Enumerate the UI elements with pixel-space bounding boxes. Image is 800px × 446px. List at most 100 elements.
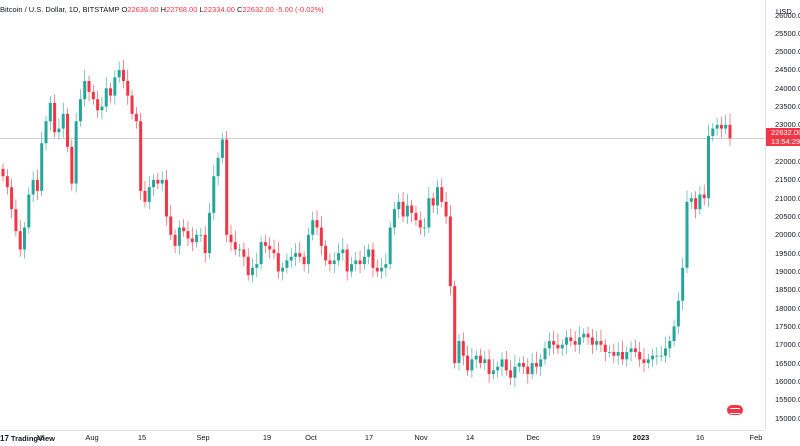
candle [651, 348, 655, 367]
candle [57, 118, 61, 140]
candle [113, 70, 117, 105]
candle [332, 252, 336, 274]
candle-body [66, 113, 70, 147]
candle [427, 186, 431, 233]
candle [337, 243, 341, 266]
candle [349, 257, 353, 277]
candle-body [242, 249, 246, 257]
close-value: 22632.00 [242, 5, 274, 14]
candle [522, 356, 526, 375]
candle [431, 192, 435, 213]
candle [272, 239, 276, 259]
candle [263, 235, 267, 254]
close-label: C [237, 5, 243, 14]
candle-body [448, 216, 452, 287]
price-axis-label: 20000.00 [775, 230, 800, 240]
candle-body [195, 234, 199, 243]
time-axis-label: Nov [414, 433, 428, 442]
candle-body [126, 80, 130, 96]
candle [139, 112, 143, 201]
candle-body [388, 227, 392, 265]
candle [48, 95, 52, 131]
candle [513, 355, 517, 387]
candle [285, 253, 289, 274]
candle-body [70, 146, 74, 184]
candle [418, 211, 422, 235]
price-axis-label: 15000.00 [775, 413, 800, 423]
candle-body [367, 249, 371, 257]
candle [728, 113, 732, 146]
candle-body [169, 216, 173, 235]
candle [289, 248, 293, 268]
candle [397, 193, 401, 219]
low-label: L [199, 5, 204, 14]
candle-body [517, 363, 521, 367]
candle-body [625, 352, 629, 360]
candle-body [233, 242, 237, 250]
candle [10, 178, 14, 219]
symbol-name: Bitcoin / U.S. Dollar, 1D, BITSTAMP [0, 5, 120, 14]
time-axis-label: 17 [364, 433, 374, 442]
time-axis[interactable]: 18 Aug 15 Sep 19 Oct 17 Nov 14 Dec 19 2023 16 Feb [0, 430, 765, 446]
price-axis-label: 17500.00 [775, 321, 800, 331]
candle-body [109, 88, 113, 96]
candle-body [78, 99, 82, 122]
candle-body [289, 256, 293, 261]
price-axis[interactable]: USD 26000.00 25500.00 25000.00 24500.00 2400… [765, 0, 800, 430]
candle [173, 229, 177, 254]
candle [255, 252, 259, 277]
candle-body [332, 260, 336, 265]
candle-body [311, 220, 315, 235]
candle-body [401, 201, 405, 217]
candle [298, 241, 302, 263]
candle-body [298, 253, 302, 257]
price-axis-label: 24500.00 [775, 65, 800, 75]
economic-event-icon[interactable] [727, 405, 743, 415]
candle-body [509, 370, 513, 378]
candle-body [513, 366, 517, 378]
candle [195, 229, 199, 248]
candle-body [711, 128, 715, 136]
time-axis-label: Sep [196, 433, 210, 442]
candle [27, 187, 31, 233]
candle [23, 221, 27, 259]
candle-body [539, 359, 543, 367]
candle [724, 115, 728, 135]
candle-body [5, 176, 9, 188]
candle-body [186, 231, 190, 239]
candle-body [616, 352, 620, 356]
candle-body [444, 201, 448, 217]
candle [160, 171, 164, 191]
candle-body [207, 212, 211, 254]
candle-body [380, 267, 384, 272]
candle [440, 178, 444, 208]
candle-body [143, 190, 147, 202]
candle [31, 171, 35, 202]
candle-body [40, 143, 44, 191]
candle [461, 332, 465, 365]
time-axis-label: Feb [749, 433, 763, 442]
candle [612, 343, 616, 364]
candle [35, 169, 39, 201]
candle [164, 169, 168, 226]
candle-body [599, 341, 603, 345]
candlestick-chart[interactable] [0, 0, 765, 430]
candle-body [620, 352, 624, 360]
price-axis-label: 21000.00 [775, 193, 800, 203]
candle [156, 172, 160, 190]
candle-body [435, 187, 439, 206]
candle [448, 205, 452, 296]
candle-body [375, 267, 379, 272]
candle [169, 205, 173, 241]
time-axis-label: 18 [35, 433, 45, 442]
candle-body [590, 337, 594, 345]
candle [302, 251, 306, 272]
candle [143, 180, 147, 208]
candle [625, 346, 629, 367]
tradingview-logo[interactable]: 17 TradingView [0, 434, 55, 443]
candle [453, 280, 457, 369]
price-axis-label: 23000.00 [775, 120, 800, 130]
candle-body [491, 370, 495, 375]
candle [698, 186, 702, 215]
candle-body [646, 359, 650, 364]
